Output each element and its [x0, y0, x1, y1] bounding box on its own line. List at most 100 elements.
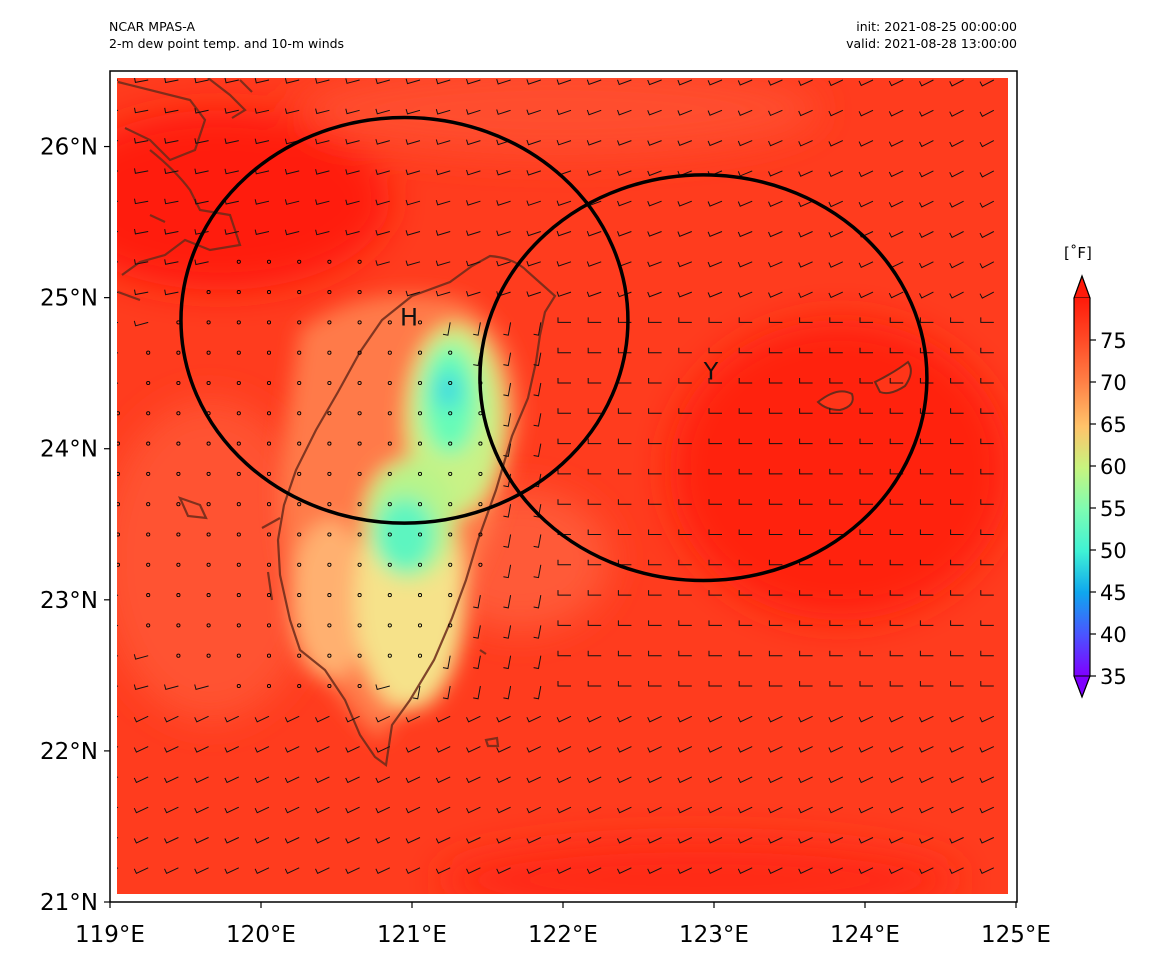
wind-barb [496, 230, 511, 237]
wind-barb [194, 198, 209, 205]
wind-barb [526, 746, 542, 753]
wind-barb [134, 138, 149, 144]
wind-barb [919, 746, 934, 753]
wind-barb [315, 776, 330, 784]
taiwan-coastline [276, 254, 557, 767]
wind-barb [949, 140, 964, 148]
calm-wind-marker [357, 562, 362, 567]
wind-barb [919, 590, 934, 596]
calm-wind-marker [297, 683, 302, 689]
wind-barb [194, 776, 209, 784]
wind-barb [828, 261, 844, 268]
wind-barb [194, 867, 209, 874]
wind-barb [586, 261, 602, 267]
wind-barb [133, 806, 149, 814]
wind-barb [194, 684, 209, 691]
wind-barb [284, 199, 300, 205]
wind-barb [375, 715, 391, 723]
wind-barb [405, 108, 421, 115]
wind-barb [224, 806, 240, 814]
wind-barb [586, 715, 602, 723]
dewpoint-field [117, 78, 1008, 894]
calm-wind-marker [176, 350, 181, 355]
wind-barb [164, 168, 179, 174]
colorbar-tick-label: 75 [1100, 329, 1127, 353]
wind-barb [533, 413, 542, 427]
wind-barb [284, 837, 300, 844]
wind-barb [829, 650, 843, 657]
wind-barb [768, 590, 783, 596]
wind-barb [950, 620, 964, 626]
wind-barb [919, 620, 934, 626]
calm-wind-marker [297, 532, 302, 537]
calm-wind-marker [206, 532, 211, 537]
calm-wind-marker [448, 441, 453, 446]
lat-tick-label: 22°N [40, 739, 98, 765]
calm-wind-marker [176, 532, 181, 537]
calm-wind-marker [266, 683, 272, 689]
wind-barb [859, 468, 873, 475]
wind-barb [586, 79, 602, 86]
calm-wind-marker [236, 441, 241, 446]
calm-wind-marker [146, 562, 151, 567]
calm-wind-marker [117, 441, 121, 446]
wind-barb [858, 170, 874, 178]
calm-wind-marker [387, 471, 392, 476]
wind-barb [648, 499, 662, 505]
wind-barb [586, 109, 602, 116]
lat-tick-label: 21°N [40, 890, 98, 916]
wind-barb [919, 806, 934, 814]
wind-barb [677, 715, 693, 723]
wind-barb [768, 715, 783, 723]
calm-wind-marker [206, 320, 211, 325]
calm-wind-marker [266, 350, 272, 355]
wind-barb [829, 529, 843, 535]
calm-wind-marker [297, 623, 302, 628]
wind-barb [829, 347, 843, 354]
wind-barb [708, 317, 722, 323]
wind-barb [617, 715, 632, 723]
wind-barb [889, 590, 904, 596]
wind-barb [708, 438, 722, 445]
wind-barb [950, 317, 964, 323]
wind-barb [798, 109, 813, 117]
wind-barb [466, 867, 481, 874]
wind-barb [557, 681, 571, 687]
wind-barb [738, 590, 753, 596]
wind-barb [466, 109, 481, 115]
wind-barb [556, 261, 572, 267]
colorbar-tick-label: 65 [1100, 413, 1127, 437]
init-time: init: 2021-08-25 00:00:00 [856, 19, 1017, 34]
wind-barb [677, 200, 692, 207]
wind-barb [919, 559, 934, 566]
calm-wind-marker [387, 350, 392, 355]
wind-barb [224, 837, 240, 844]
calm-wind-marker [236, 320, 241, 325]
calm-wind-marker [327, 683, 332, 689]
calm-wind-marker [448, 562, 453, 567]
wind-barb [164, 837, 179, 844]
wind-barb [828, 291, 844, 299]
wind-barb [858, 140, 874, 147]
wind-barb [828, 109, 844, 117]
wind-barb [979, 776, 995, 784]
calm-wind-marker [448, 593, 453, 598]
wind-barb [678, 499, 692, 505]
wind-barb [496, 837, 511, 844]
calm-wind-marker [357, 441, 362, 446]
wind-barb [617, 170, 632, 177]
calm-wind-marker [357, 653, 362, 658]
wind-barb [503, 382, 512, 397]
wind-barb [133, 654, 149, 660]
wind-barb [587, 408, 602, 414]
wind-barb [859, 681, 873, 687]
calm-wind-marker [448, 532, 453, 537]
wind-barb [466, 230, 481, 237]
wind-barb [194, 168, 209, 175]
wind-barb [345, 78, 360, 84]
wind-barb [647, 170, 662, 177]
calm-wind-marker [206, 350, 211, 355]
wind-barb [829, 499, 843, 505]
wind-barb [405, 230, 421, 236]
wind-barb [556, 79, 572, 85]
